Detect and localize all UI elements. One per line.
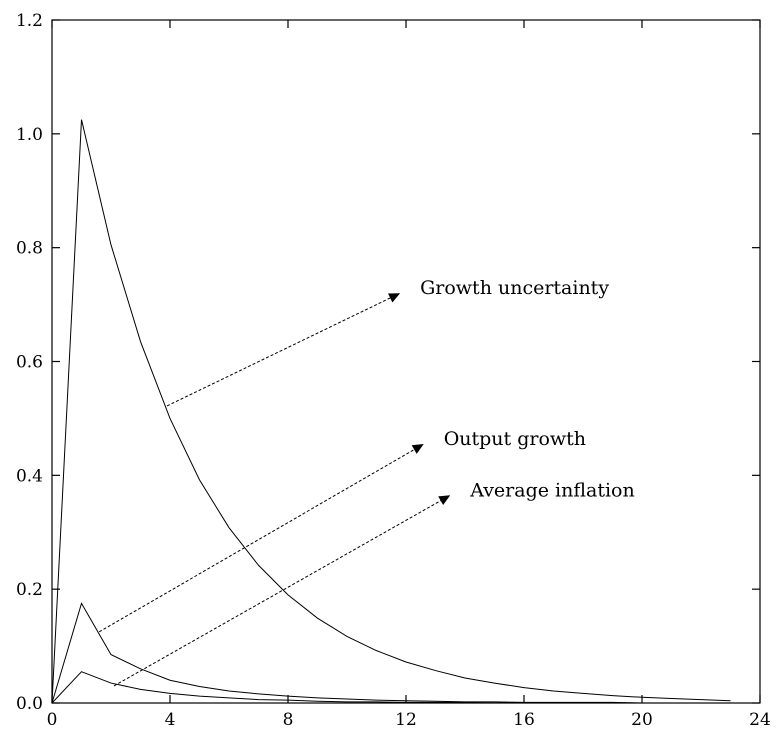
annotation-label-average-inflation: Average inflation (469, 479, 635, 501)
arrowhead-icon (411, 444, 424, 454)
plot-frame (51, 19, 761, 704)
annotation-label-growth-uncertainty: Growth uncertainty (420, 277, 609, 299)
x-tick-label: 4 (165, 710, 176, 730)
y-tick-label: 0.4 (16, 466, 43, 486)
y-tick-label: 0.2 (16, 580, 43, 600)
y-tick-label: 0.6 (16, 353, 43, 373)
annotations: Growth uncertainty Output growth Average i… (98, 277, 635, 687)
annotation-arrow-growth-uncertainty (166, 297, 391, 407)
arrowhead-icon (388, 293, 401, 303)
x-tick-label: 24 (749, 710, 771, 730)
x-tick-label: 20 (631, 710, 653, 730)
series-line-average-inflation (51, 671, 731, 704)
arrowhead-icon (438, 495, 451, 506)
x-tick-labels: 0 4 8 12 16 20 24 (47, 710, 771, 730)
x-tick-label: 8 (283, 710, 294, 730)
x-tick-label: 16 (513, 710, 535, 730)
y-tick-label: 0.0 (16, 694, 43, 714)
x-tick-label: 12 (395, 710, 417, 730)
x-tick-label: 0 (47, 710, 58, 730)
y-tick-label: 0.8 (16, 239, 43, 259)
axis-ticks (51, 19, 761, 704)
annotation-arrow-average-inflation (113, 500, 441, 687)
series-line-output-growth (51, 602, 731, 704)
annotation-arrow-output-growth (98, 449, 415, 633)
y-tick-label: 1.2 (16, 11, 43, 31)
plot-frame-group (51, 19, 761, 704)
y-tick-label: 1.0 (16, 125, 43, 145)
annotation-label-output-growth: Output growth (444, 428, 586, 450)
series-lines (51, 119, 731, 704)
series-line-growth-uncertainty (51, 119, 731, 704)
y-tick-labels: 0.0 0.2 0.4 0.6 0.8 1.0 1.2 (16, 11, 43, 714)
